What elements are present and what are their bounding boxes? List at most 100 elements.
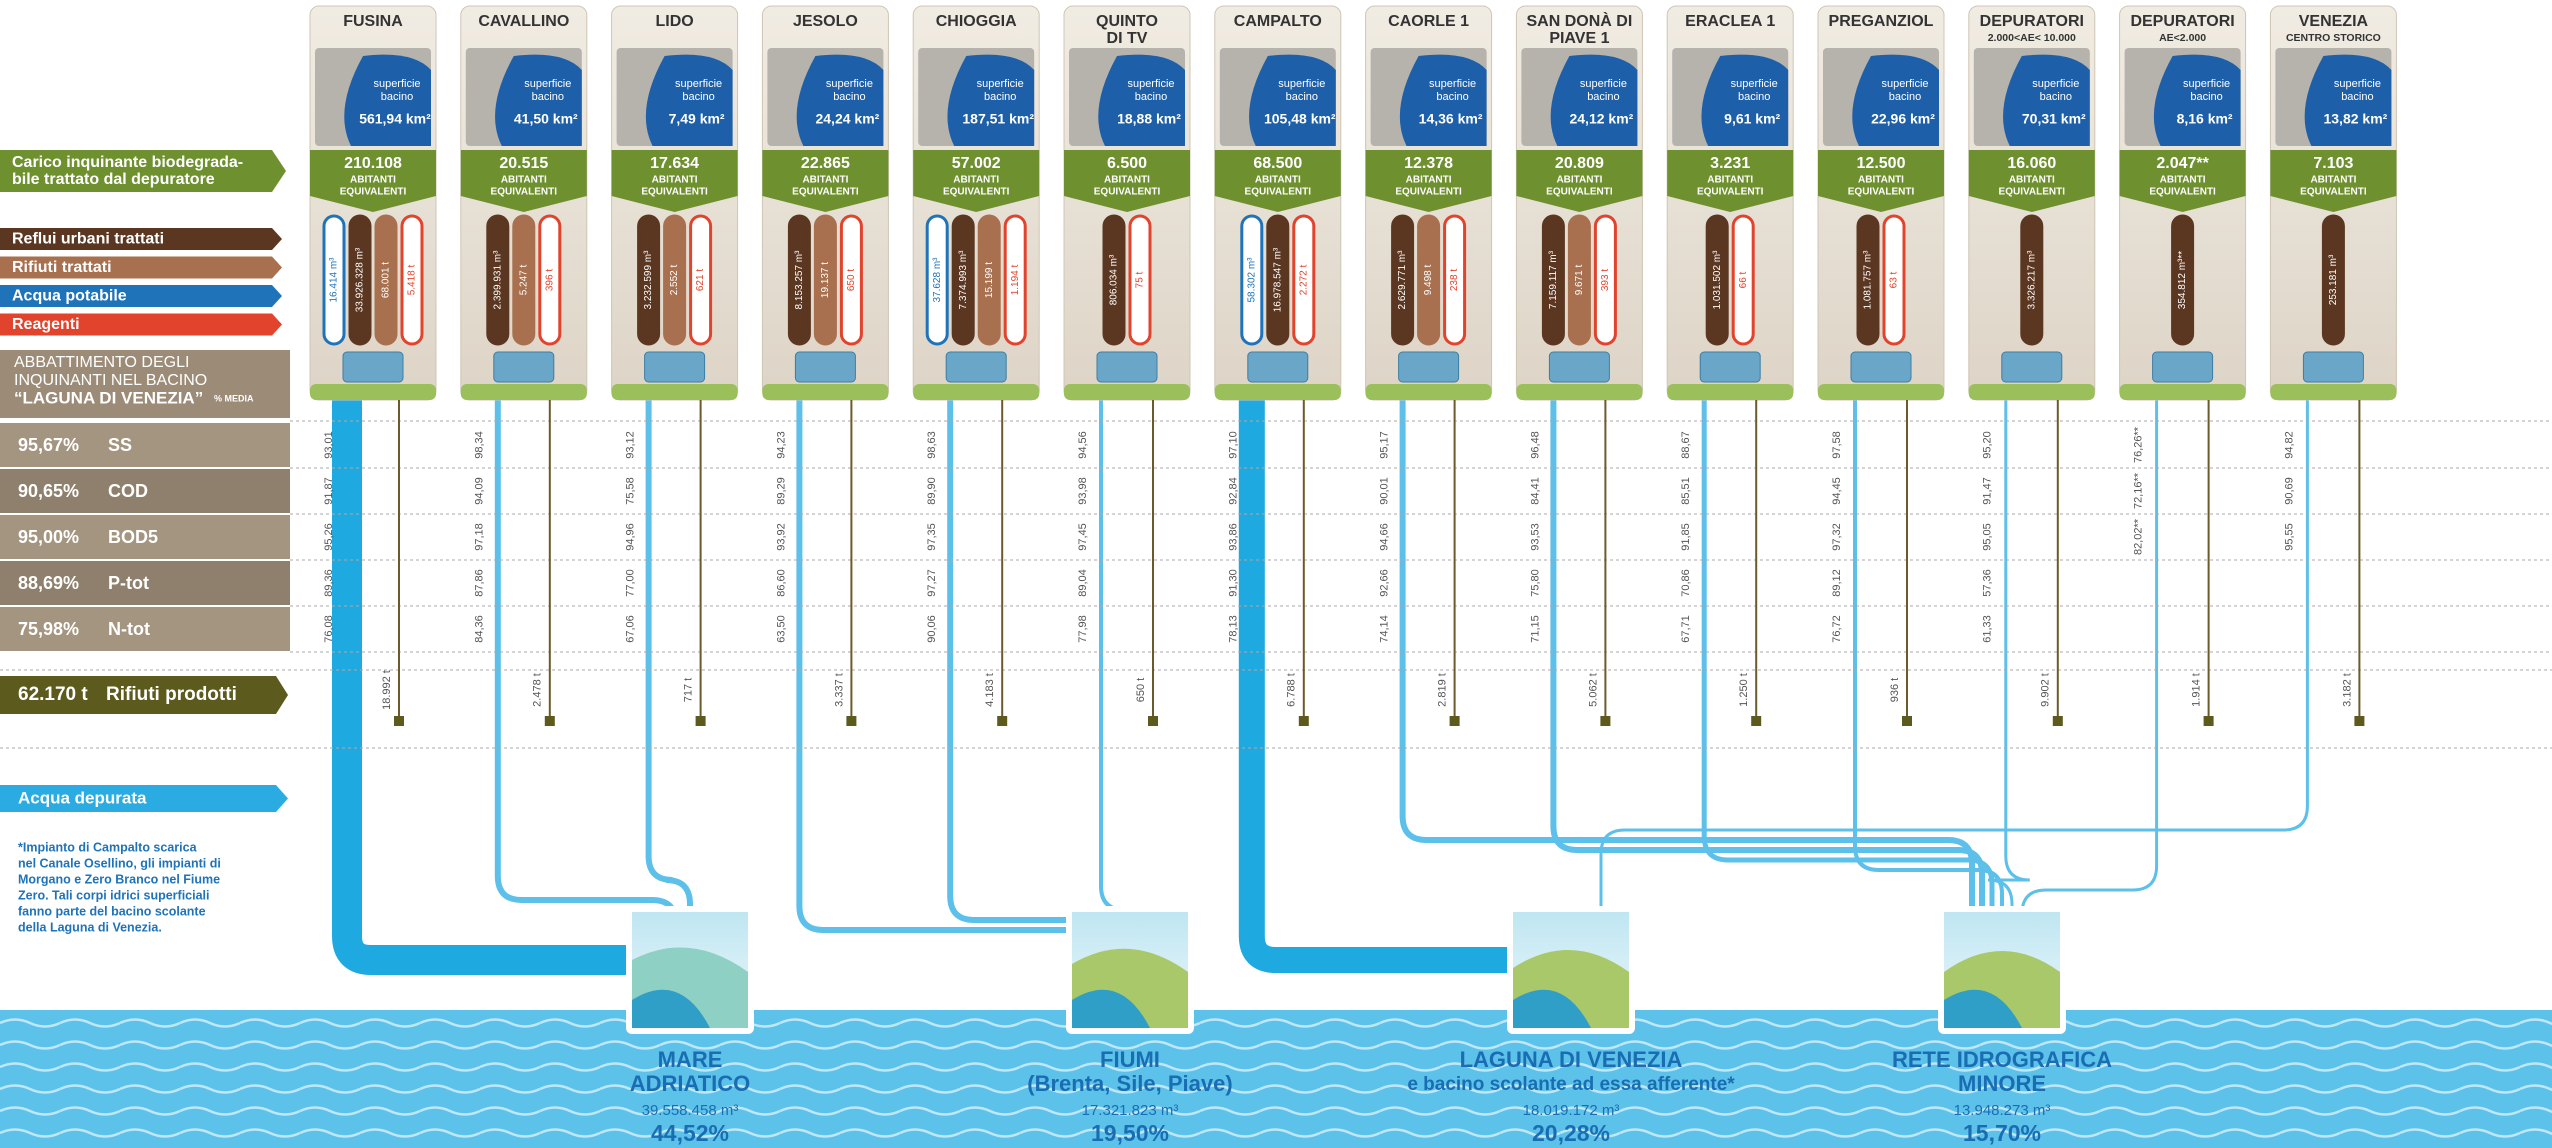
clean-water-line: [1853, 400, 2004, 915]
abatement-value: 76,08: [323, 615, 335, 643]
waste-marker: [544, 716, 555, 726]
abatement-row-bg: [0, 423, 290, 467]
waste-value: 9.902 t: [2040, 673, 2052, 707]
flow-value: 2.399.931 m³: [492, 250, 503, 310]
destination-name: MARE: [658, 1047, 723, 1072]
ae-label: ABITANTI: [1858, 175, 1904, 186]
flow-tube: [538, 214, 562, 346]
flow-value: 1.081.757 m³: [1863, 250, 1874, 310]
plant-base: [1516, 384, 1643, 400]
ae-label: ABITANTI: [350, 175, 396, 186]
abatement-value: 89,04: [1077, 569, 1089, 597]
flow-value: 9.671 t: [1574, 264, 1585, 295]
destination-water: [1072, 989, 1150, 1028]
destination-name: MINORE: [1958, 1071, 2046, 1096]
abatement-title-bg: [0, 350, 290, 418]
abatement-value: 95,26: [323, 523, 335, 551]
area-label: superficie: [675, 78, 722, 90]
clean-water-line: [2020, 400, 2159, 915]
abatement-value: 72,16**: [2133, 472, 2145, 509]
plant-base: [1818, 384, 1944, 400]
ae-label: EQUIVALENTI: [1999, 187, 2066, 198]
abatement-pct: 75,98%: [18, 619, 79, 639]
waste-value: 3.182 t: [2341, 673, 2353, 707]
flow-value: 238 t: [1449, 269, 1460, 291]
plant-name: VENEZIA: [2299, 13, 2369, 30]
plant-base: [1365, 384, 1492, 400]
abatement-value: 75,80: [1529, 569, 1541, 597]
ae-band: [1365, 150, 1492, 212]
basin-area-value: 8,16 km²: [2177, 111, 2233, 127]
flow-legend-bg: [0, 313, 282, 336]
waste-marker: [1449, 716, 1460, 726]
ae-label: ABITANTI: [2160, 175, 2206, 186]
waste-marker: [1600, 716, 1611, 726]
abatement-name: BOD5: [108, 527, 158, 547]
flow-tube: [1541, 214, 1565, 346]
basin-area: [2003, 54, 2090, 146]
area-label: bacino: [2040, 91, 2072, 103]
load-label-bg: [0, 150, 286, 192]
abatement-value: 77,00: [625, 569, 637, 597]
basin-area-value: 187,51 km²: [962, 111, 1034, 127]
waste-marker: [1751, 716, 1762, 726]
flow-value: 806.034 m³: [1109, 254, 1120, 305]
abatement-value: 95,17: [1379, 431, 1391, 459]
destination-share: 20,28%: [1532, 1120, 1610, 1146]
flow-tube: [1417, 214, 1441, 346]
destination-volume: 17.321.823 m³: [1082, 1102, 1179, 1119]
area-label: superficie: [1278, 78, 1325, 90]
plant-name: SAN DONÀ DI: [1527, 11, 1633, 30]
waste-value: 2.478 t: [532, 673, 544, 707]
abatement-value: 67,71: [1680, 615, 1692, 643]
plant-name: CHIOGGIA: [936, 13, 1017, 30]
basin-area-value: 7,49 km²: [669, 111, 725, 127]
flow-tube: [1128, 214, 1152, 346]
abatement-value: 90,06: [926, 615, 938, 643]
abatement-value: 71,15: [1529, 615, 1541, 643]
ae-label: EQUIVALENTI: [1245, 187, 1312, 198]
plant-tank: [1096, 351, 1158, 383]
waste-marker: [1148, 716, 1158, 726]
ae-value: 7.103: [2313, 155, 2353, 172]
flow-value: 3.326.217 m³: [2026, 250, 2037, 310]
area-label: superficie: [2334, 78, 2381, 90]
flow-value: 16.414 m³: [329, 257, 340, 303]
ae-band: [2119, 150, 2246, 212]
basin-area: [1098, 54, 1185, 146]
plant-base: [310, 384, 436, 400]
area-label: bacino: [381, 91, 413, 103]
plant-tank: [1398, 351, 1460, 383]
ae-label: ABITANTI: [1406, 175, 1452, 186]
plant-name: QUINTO: [1096, 13, 1158, 30]
abatement-value: 76,72: [1831, 615, 1843, 643]
ae-band: [1667, 150, 1794, 212]
flow-value: 253.181 m³: [2328, 254, 2339, 305]
flow-value: 58.302 m³: [1246, 257, 1257, 303]
plant-name: CAORLE 1: [1388, 13, 1469, 30]
waste-total-bg: [0, 676, 288, 714]
ae-label: EQUIVALENTI: [2300, 187, 2367, 198]
waste-value: 4.183 t: [984, 673, 996, 707]
plant-name: DEPURATORI: [2130, 13, 2234, 30]
ae-label: EQUIVALENTI: [1546, 187, 1613, 198]
abatement-row-bg: [0, 515, 290, 559]
abatement-value: 63,50: [775, 615, 787, 643]
plant-name: CAVALLINO: [478, 13, 569, 30]
basin-area: [796, 54, 884, 146]
abatement-value: 86,60: [775, 569, 787, 597]
ae-value: 12.378: [1404, 155, 1453, 172]
abatement-value: 93,12: [625, 431, 637, 459]
abatement-value: 92,66: [1379, 569, 1391, 597]
abatement-value: 95,05: [1982, 523, 1994, 551]
basin-area: [2304, 54, 2392, 146]
basin-area: [2153, 54, 2241, 146]
abatement-value: 94,45: [1831, 477, 1843, 505]
ae-label: EQUIVALENTI: [491, 187, 558, 198]
flow-value: 1.031.502 m³: [1712, 250, 1723, 310]
flow-tube: [512, 214, 536, 346]
plant-tank: [493, 351, 555, 383]
ae-band: [1818, 150, 1944, 212]
area-label: bacino: [984, 91, 1016, 103]
